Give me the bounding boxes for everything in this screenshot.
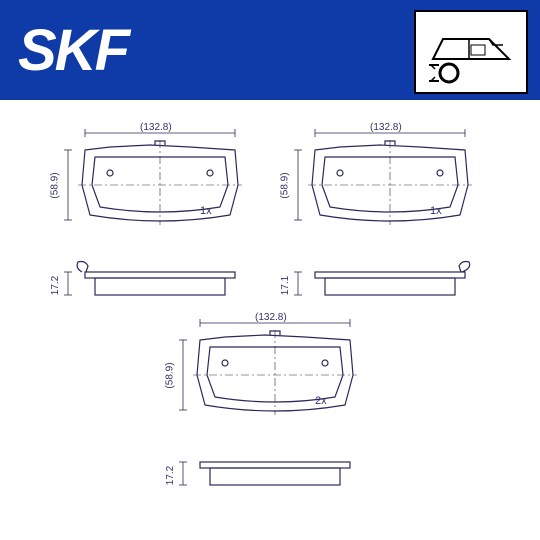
qty-tr: 1x xyxy=(430,205,442,217)
dim-thick-b: 17.2 xyxy=(165,466,176,485)
header-bar: SKF xyxy=(0,0,540,100)
dim-thick-tl: 17.2 xyxy=(50,276,61,295)
dim-width-b: (132.8) xyxy=(255,312,287,323)
dim-height-tl: (58.9) xyxy=(50,172,61,198)
dim-thick-tr: 17.1 xyxy=(280,276,291,295)
dim-height-b: (58.9) xyxy=(165,362,176,388)
dim-width-tl: (132.8) xyxy=(140,122,172,133)
brake-pad-top-right xyxy=(290,125,480,255)
brake-pad-side-left xyxy=(60,260,250,310)
skf-logo: SKF xyxy=(18,17,128,84)
brake-pad-side-bottom xyxy=(175,450,365,500)
dim-width-tr: (132.8) xyxy=(370,122,402,133)
axle-icon-box xyxy=(414,10,528,94)
qty-tl: 1x xyxy=(200,205,212,217)
brake-pad-top-left xyxy=(60,125,250,255)
qty-b: 2x xyxy=(315,395,327,407)
brake-pad-side-right xyxy=(290,260,480,310)
front-axle-icon xyxy=(421,17,521,87)
dim-height-tr: (58.9) xyxy=(280,172,291,198)
technical-drawing-area: (132.8) (58.9) 1x (132.8) (58.9) 1x xyxy=(0,100,540,540)
brake-pad-bottom xyxy=(175,315,365,445)
